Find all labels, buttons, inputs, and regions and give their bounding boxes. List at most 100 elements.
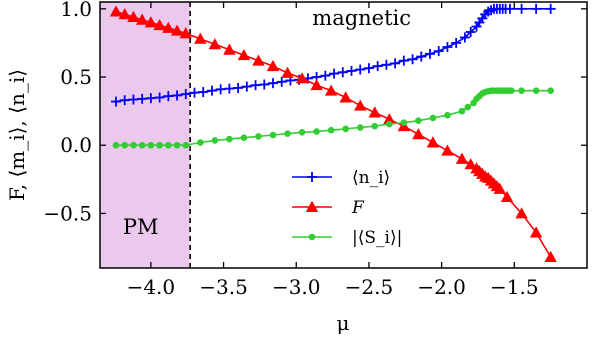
spin-point-7 (173, 141, 181, 149)
density-point-29 (363, 63, 374, 74)
density-point-10 (198, 87, 209, 98)
free-energy-point-19 (339, 91, 352, 103)
free-energy-point-10 (208, 38, 222, 50)
free-energy-point-9 (194, 32, 207, 44)
annotation-magnetic: magnetic (312, 6, 411, 30)
density-point-19 (276, 76, 287, 87)
x-tick-label: −2.5 (345, 275, 394, 299)
density-point-33 (398, 55, 409, 66)
spin-point-10 (211, 137, 219, 144)
spin-point-25 (429, 114, 437, 122)
free-energy-point-13 (252, 54, 265, 66)
x-tick-label: −2.0 (417, 275, 466, 299)
free-energy-point-11 (223, 43, 236, 55)
free-energy-point-4 (144, 16, 158, 28)
density-point-2 (128, 94, 139, 105)
spin-point-42 (508, 87, 515, 94)
spin-point-21 (371, 122, 379, 130)
spin-point-3 (138, 141, 146, 149)
density-point-6 (163, 91, 174, 102)
x-tick-label: −1.5 (490, 275, 539, 299)
density-point-14 (233, 82, 244, 93)
free-energy-point-2 (127, 10, 140, 22)
spin-point-4 (147, 141, 155, 149)
free-energy-point-24 (412, 128, 425, 140)
legend-entry-free-energy: F (292, 198, 365, 218)
series-spin (112, 87, 554, 149)
spin-point-8 (182, 141, 190, 149)
annotation-pm: PM (123, 215, 159, 239)
density-point-38 (442, 42, 453, 53)
spin-point-9 (197, 139, 204, 146)
legend-entry-density: ⟨n_i⟩ (292, 168, 390, 188)
tick-layer: −4.0 −3.5 −3.0 −2.5 −2.0 −1.5 −0.5 0.0 0.5 1.0 (43, 0, 587, 299)
density-point-27 (346, 65, 357, 76)
free-energy-point-14 (266, 59, 280, 72)
free-energy-point-16 (295, 72, 309, 84)
x-tick-label: −4.0 (127, 275, 176, 299)
legend: ⟨n_i⟩ F |⟨S_i⟩| (292, 168, 402, 248)
region-pm (100, 2, 191, 268)
y-tick-label: 0.0 (60, 133, 92, 157)
series-layer (109, 3, 557, 263)
spin-point-26 (444, 111, 451, 119)
free-energy-point-38 (500, 190, 514, 203)
spin-point-22 (385, 120, 393, 128)
density-point-9 (189, 87, 200, 98)
y-axis-label-text: F, ⟨m_i⟩, ⟨n_i⟩ (5, 69, 29, 201)
density-point-55 (531, 3, 542, 14)
density-point-34 (407, 54, 418, 65)
plot-frame (99, 1, 588, 269)
spin-point-1 (121, 141, 129, 149)
spin-point-5 (156, 141, 163, 149)
density-point-15 (241, 81, 252, 92)
spin-point-28 (464, 103, 472, 111)
free-energy-point-27 (455, 152, 469, 164)
spin-point-2 (130, 141, 137, 149)
density-point-30 (372, 61, 383, 72)
spin-point-13 (255, 133, 262, 140)
spin-point-15 (284, 130, 291, 137)
density-point-40 (459, 32, 470, 43)
region-layer (100, 2, 191, 268)
free-energy-point-7 (170, 24, 184, 36)
spin-point-18 (327, 126, 335, 134)
y-axis-label-group: F, ⟨m_i⟩, ⟨n_i⟩ (5, 69, 29, 201)
density-point-3 (137, 93, 148, 104)
density-point-0 (110, 96, 121, 107)
density-point-54 (516, 3, 527, 14)
density-point-37 (433, 46, 444, 57)
density-point-11 (206, 85, 217, 96)
spin-point-0 (112, 141, 120, 149)
y-tick-label: 0.5 (60, 65, 92, 89)
annotation-layer: magnetic PM (123, 6, 411, 239)
free-energy-point-21 (368, 106, 381, 118)
series-density (110, 3, 556, 107)
free-energy-point-26 (441, 144, 454, 156)
spin-point-16 (298, 128, 306, 136)
free-energy-point-20 (354, 99, 367, 111)
free-energy-point-5 (153, 18, 166, 31)
spin-point-14 (269, 131, 277, 139)
spin-point-19 (342, 125, 349, 133)
legend-density-point-legend (307, 172, 317, 182)
spin-point-23 (400, 119, 408, 127)
free-energy-point-41 (544, 250, 557, 263)
legend-label-spin: |⟨S_i⟩| (352, 228, 402, 248)
free-energy-point-3 (135, 13, 149, 25)
spin-point-45 (547, 87, 554, 94)
density-point-5 (154, 92, 165, 103)
density-point-24 (320, 70, 331, 81)
free-energy-point-1 (118, 8, 131, 20)
spin-point-44 (532, 87, 540, 94)
density-point-35 (416, 51, 427, 62)
free-energy-point-18 (324, 84, 338, 96)
spin-point-20 (356, 124, 364, 131)
density-point-53 (504, 3, 515, 14)
density-point-28 (355, 64, 366, 75)
density-point-41 (465, 27, 476, 38)
free-energy-point-17 (310, 79, 323, 91)
spin-point-11 (226, 135, 233, 143)
density-point-25 (329, 68, 340, 79)
density-point-39 (451, 37, 462, 48)
